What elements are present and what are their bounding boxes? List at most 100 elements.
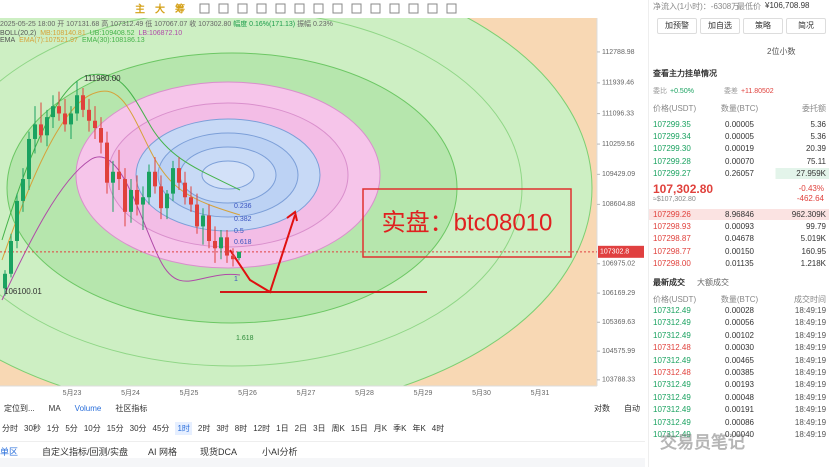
bid-row-cell: 1.218K [800, 258, 827, 268]
timeframe[interactable]: 1日 [276, 424, 289, 433]
high-label: 111980.00 [84, 74, 121, 83]
button[interactable]: 加预警 [657, 18, 697, 34]
timeframe[interactable]: 30分 [129, 424, 147, 433]
timeframe[interactable]: 2时 [197, 424, 211, 433]
ask-row-cell: 0.00070 [725, 156, 754, 166]
timeframe[interactable]: 年K [412, 424, 426, 433]
candle-body [117, 171, 121, 180]
trade-row-cell: 0.00193 [725, 380, 754, 390]
tab[interactable]: 小AI分析 [262, 447, 298, 457]
y-tick-label: 106975.02 [602, 261, 635, 268]
timeframe[interactable]: 分时 [2, 424, 18, 433]
trade-row-cell: 18:49:19 [794, 405, 827, 415]
timeframe[interactable]: 4时 [431, 424, 445, 433]
tool-icon[interactable] [370, 3, 381, 14]
book-header-cell: 价格(USDT) [653, 104, 697, 113]
tab[interactable]: 自定义指标/回测/实盘 [42, 447, 129, 457]
tab[interactable]: AI 网格 [148, 447, 178, 457]
trade-row-cell: 107312.49 [653, 430, 691, 439]
price: 107,302.80 [653, 182, 714, 196]
tool-icon[interactable] [199, 3, 210, 14]
button[interactable]: 策略 [743, 18, 783, 34]
tool-icon[interactable] [256, 3, 267, 14]
timeframe[interactable]: 12时 [253, 424, 271, 433]
timeframe[interactable]: 15分 [106, 424, 124, 433]
timeframe[interactable]: 3时 [216, 424, 229, 433]
chart-bar-item[interactable]: MA [48, 404, 61, 413]
tool-icon[interactable] [294, 3, 305, 14]
tab[interactable]: 现货DCA [200, 447, 238, 457]
trade-row: 107312.49 0.00102 18:49:19 [649, 330, 829, 341]
bid-row-cell: 962.309K [791, 210, 827, 219]
info-amplitude: 振幅 0.23% [297, 21, 333, 28]
candle-body [159, 186, 163, 209]
chart-bar-item[interactable]: 对数 [594, 404, 610, 413]
tool-icon[interactable] [389, 3, 400, 14]
ratio-item: 委比 [653, 88, 667, 95]
change-abs: -462.64 [796, 194, 824, 203]
trade-header-cell: 成交时间 [794, 295, 827, 304]
tool-icon[interactable] [237, 3, 248, 14]
change-pct: -0.43% [798, 184, 824, 193]
chart-bar-item[interactable]: Volume [74, 404, 102, 413]
boll-lower [1, 156, 241, 301]
timeframe[interactable]: 3日 [313, 424, 326, 433]
ask-row-cell: 107299.30 [653, 144, 691, 154]
bid-row-cell: 99.79 [805, 222, 827, 232]
button[interactable]: 简况 [786, 18, 826, 34]
x-tick-label: 5月30 [472, 389, 491, 397]
timeframe[interactable]: 15日 [350, 424, 368, 433]
timeframe[interactable]: 2日 [294, 424, 308, 433]
fib-label: 0.5 [234, 228, 244, 235]
timeframe[interactable]: 30秒 [24, 424, 41, 433]
indicator-value: MB:108140.81 [40, 30, 86, 37]
x-tick-label: 5月26 [238, 389, 257, 397]
ask-row-cell: 75.11 [806, 156, 827, 166]
timeframe[interactable]: 10分 [83, 424, 101, 433]
tool-icon[interactable] [408, 3, 419, 14]
timeframe[interactable]: 1分 [46, 424, 60, 433]
indicator-info: BOLL(20,2) MB:108140.81 UB:109408.52 LB:106… [0, 30, 186, 44]
trade-row: 107312.49 0.00191 18:49:19 [649, 404, 829, 415]
tab[interactable]: 单区 [0, 447, 19, 457]
y-tick-label: 112788.98 [602, 49, 635, 56]
ask-row-cell: 5.36 [810, 132, 827, 142]
ask-row-cell: 0.26057 [725, 168, 754, 178]
timeframe[interactable]: 季K [393, 424, 407, 433]
button[interactable]: 加自选 [700, 18, 740, 34]
timeframe[interactable]: 月K [373, 424, 388, 433]
trade-row: 107312.49 0.00028 18:49:19 [649, 305, 829, 316]
indicator-line: EMA EMA(7):107521.97 EMA(30):108186.13 [0, 37, 186, 44]
chart-bar-item[interactable]: 定位到... [4, 404, 35, 413]
candle-body [189, 197, 193, 205]
bid-row-cell: 0.04678 [725, 234, 754, 244]
tool-icon[interactable] [275, 3, 286, 14]
tool-icon[interactable] [313, 3, 324, 14]
tool-icon[interactable] [218, 3, 229, 14]
trade-row-cell: 107312.49 [653, 355, 691, 365]
trade-row: 107312.49 0.00048 18:49:19 [649, 392, 829, 403]
bid-row: 107298.77 0.00150 160.95 [649, 246, 829, 257]
chart-bar-item[interactable]: 自动 [624, 404, 640, 413]
trade-row-cell: 107312.49 [653, 380, 691, 390]
x-tick-label: 5月27 [297, 389, 316, 397]
tool-icon[interactable] [427, 3, 438, 14]
x-tick-label: 5月23 [63, 389, 82, 397]
tool-icon[interactable] [446, 3, 457, 14]
chart-bar-item[interactable]: 社区指标 [115, 404, 148, 413]
trade-row: 107312.49 0.00040 18:49:19 [649, 429, 829, 440]
fib-ring [201, 160, 255, 190]
y-tick-label: 111096.33 [602, 110, 634, 117]
timeframe[interactable]: 5分 [65, 424, 78, 433]
tool-icon[interactable] [351, 3, 362, 14]
timeframe[interactable]: 8时 [234, 424, 248, 433]
candle-body [177, 168, 181, 183]
x-tick-label: 5月28 [355, 389, 374, 397]
timeframe[interactable]: 45分 [152, 424, 170, 433]
timeframe[interactable]: 1时 [175, 422, 192, 435]
trade-row-cell: 0.00048 [725, 392, 754, 402]
candle-body [21, 179, 25, 201]
timeframe[interactable]: 周K [331, 424, 345, 433]
tool-icon[interactable] [332, 3, 343, 14]
note-text: 实盘：btc08010 [382, 209, 553, 236]
